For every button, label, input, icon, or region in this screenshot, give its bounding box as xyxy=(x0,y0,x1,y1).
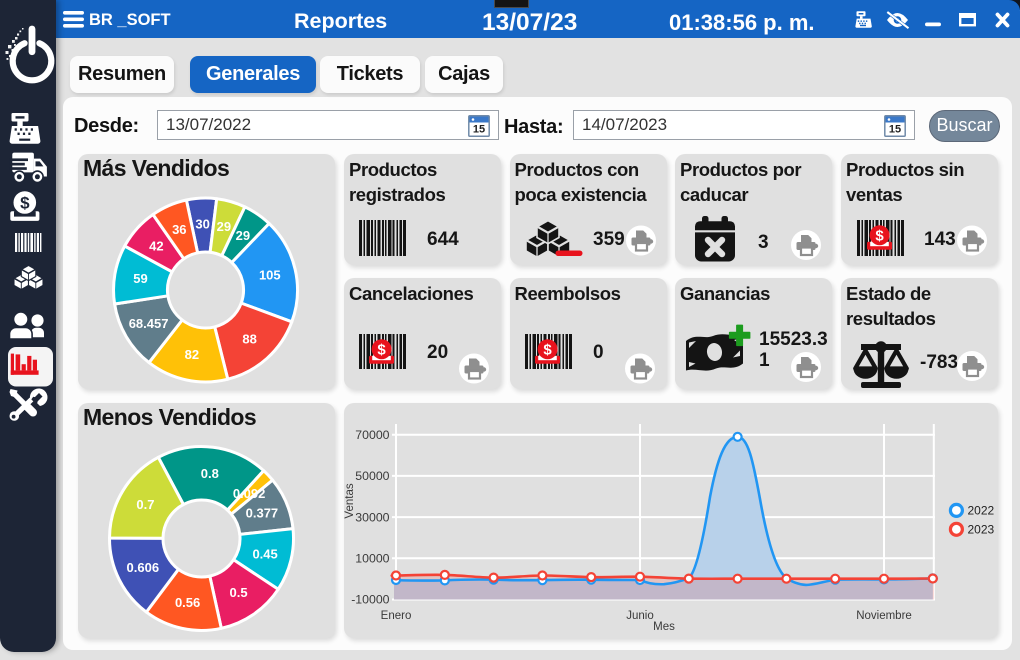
svg-text:0.5: 0.5 xyxy=(230,585,248,600)
svg-text:59: 59 xyxy=(133,271,147,286)
svg-text:$: $ xyxy=(875,228,884,245)
svg-text:2022: 2022 xyxy=(968,504,995,518)
svg-text:30000: 30000 xyxy=(355,510,389,524)
svg-text:30: 30 xyxy=(195,217,209,232)
svg-text:50000: 50000 xyxy=(355,469,389,483)
svg-text:0.56: 0.56 xyxy=(175,595,200,610)
svg-text:Enero: Enero xyxy=(381,610,412,622)
svg-text:359: 359 xyxy=(593,229,625,250)
svg-text:10000: 10000 xyxy=(355,552,389,566)
svg-text:82: 82 xyxy=(185,347,199,362)
svg-text:105: 105 xyxy=(259,268,281,283)
svg-text:0.606: 0.606 xyxy=(127,560,160,575)
svg-text:$: $ xyxy=(20,194,30,213)
svg-text:29: 29 xyxy=(236,228,250,243)
svg-text:36: 36 xyxy=(172,222,186,237)
svg-text:-10000: -10000 xyxy=(351,593,389,607)
svg-text:15: 15 xyxy=(889,124,901,136)
svg-text:15: 15 xyxy=(473,124,485,136)
svg-text:Mes: Mes xyxy=(653,621,675,633)
svg-text:70000: 70000 xyxy=(355,428,389,442)
svg-text:0.377: 0.377 xyxy=(246,506,279,521)
svg-text:29: 29 xyxy=(217,219,231,234)
svg-text:88: 88 xyxy=(242,332,256,347)
svg-text:-7834: -7834 xyxy=(920,352,969,373)
svg-text:68.457: 68.457 xyxy=(129,316,169,331)
svg-text:0.8: 0.8 xyxy=(201,466,219,481)
svg-text:0.45: 0.45 xyxy=(252,547,277,562)
svg-text:$: $ xyxy=(543,342,552,359)
svg-text:0.7: 0.7 xyxy=(136,497,154,512)
svg-text:0: 0 xyxy=(593,342,604,363)
svg-text:42: 42 xyxy=(149,238,163,253)
svg-text:3: 3 xyxy=(758,232,769,253)
svg-text:143: 143 xyxy=(924,229,956,250)
svg-text:Ventas: Ventas xyxy=(344,483,356,518)
svg-text:15523.3: 15523.3 xyxy=(759,329,828,350)
svg-text:20: 20 xyxy=(427,342,448,363)
svg-text:0.092: 0.092 xyxy=(233,486,266,501)
svg-text:2023: 2023 xyxy=(968,523,995,537)
svg-text:Junio: Junio xyxy=(626,610,654,622)
svg-text:644: 644 xyxy=(427,229,459,250)
svg-text:$: $ xyxy=(377,342,386,359)
svg-text:Noviembre: Noviembre xyxy=(856,610,912,622)
svg-text:1: 1 xyxy=(759,350,770,371)
